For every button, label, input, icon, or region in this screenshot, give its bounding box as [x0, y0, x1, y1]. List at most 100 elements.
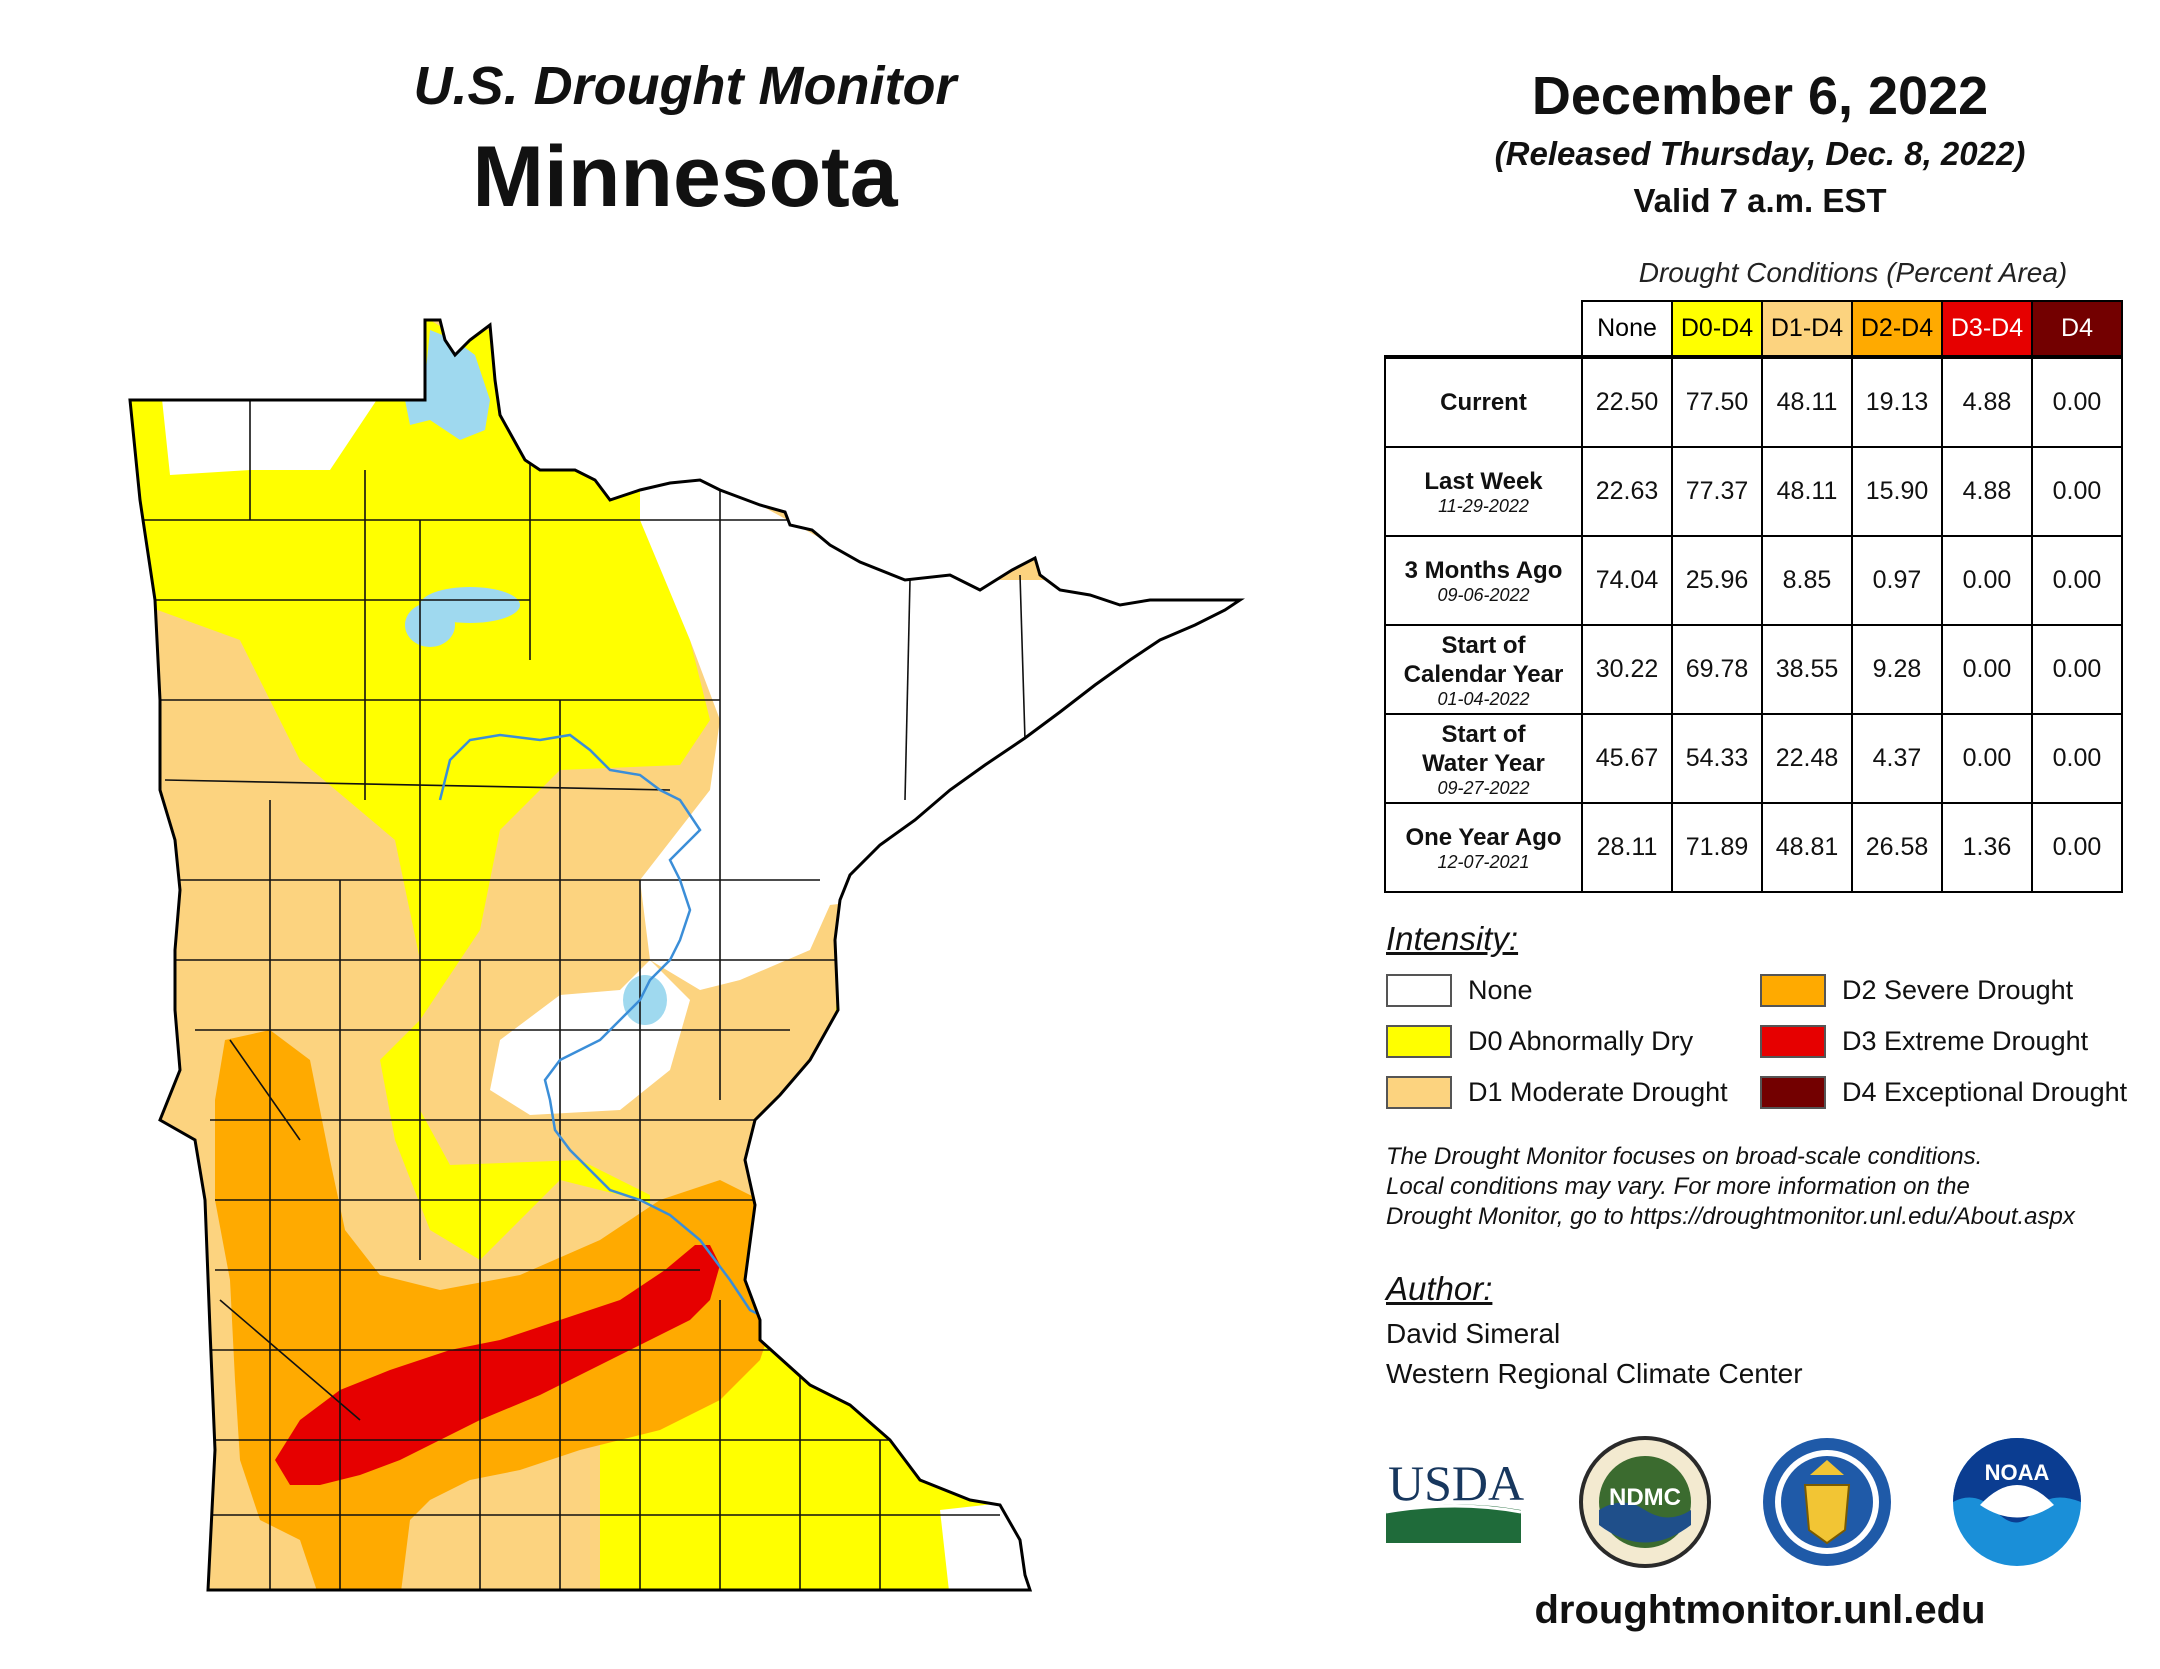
table-cell: 15.90	[1851, 446, 1943, 537]
table-row: 3 Months Ago 09-06-2022 74.04 25.96 8.85 0.97…	[1384, 535, 2123, 626]
row-label-line: Start of	[1441, 720, 1526, 748]
usda-logo-text: USDA	[1388, 1455, 1524, 1511]
table-cell: 48.11	[1761, 355, 1853, 448]
table-cell: 77.50	[1671, 355, 1763, 448]
note-line: Local conditions may vary. For more info…	[1386, 1173, 1970, 1200]
legend-swatch	[1386, 974, 1452, 1007]
table-cell: 0.00	[2031, 355, 2123, 448]
table-cell: 0.00	[1941, 624, 2033, 715]
row-label-line: Calendar Year	[1403, 660, 1564, 688]
legend-label: None	[1468, 975, 1533, 1005]
row-label: One Year Ago 12-07-2021	[1384, 802, 1583, 893]
ndmc-logo: NDMC	[1579, 1436, 1711, 1568]
table-cell: 1.36	[1941, 802, 2033, 893]
map-none-northeast	[640, 470, 1240, 990]
table-cell: 48.81	[1761, 802, 1853, 893]
legend-item-d0: D0 Abnormally Dry	[1386, 1025, 1693, 1058]
noaa-logo-text: NOAA	[1985, 1460, 2050, 1485]
map-mille-lacs	[623, 975, 667, 1025]
table-cell: 26.58	[1851, 802, 1943, 893]
table-row: Start of Calendar Year 01-04-2022 30.22 69.7…	[1384, 624, 2123, 715]
legend-swatch	[1760, 974, 1826, 1007]
legend-item-none: None	[1386, 974, 1533, 1007]
minnesota-drought-map	[128, 318, 1245, 1592]
disclaimer-note: The Drought Monitor focuses on broad-sca…	[1386, 1142, 2146, 1232]
table-row: Current 22.50 77.50 48.11 19.13 4.88 0.00	[1384, 355, 2123, 448]
column-header: D3-D4	[1941, 300, 2033, 358]
table-header-row: None D0-D4 D1-D4 D2-D4 D3-D4 D4	[1385, 300, 2123, 358]
legend-label: D4 Exceptional Drought	[1842, 1077, 2128, 1107]
author-organization: Western Regional Climate Center	[1386, 1358, 1803, 1389]
map-title: U.S. Drought Monitor	[413, 56, 957, 116]
usda-logo: USDA	[1386, 1455, 1524, 1543]
map-d3-region	[275, 1245, 720, 1485]
ndmc-logo-text: NDMC	[1609, 1484, 1681, 1511]
map-county-lines	[130, 400, 1026, 1590]
table-cell: 4.88	[1941, 355, 2033, 448]
legend-heading: Intensity:	[1386, 920, 1519, 957]
table-cell: 30.22	[1581, 624, 1673, 715]
column-header: D2-D4	[1851, 300, 1943, 358]
legend-item-d2: D2 Severe Drought	[1760, 974, 2073, 1007]
table-cell: 28.11	[1581, 802, 1673, 893]
table-cell: 0.00	[2031, 802, 2123, 893]
table-cell: 48.11	[1761, 446, 1853, 537]
table-cell: 38.55	[1761, 624, 1853, 715]
table-cell: 9.28	[1851, 624, 1943, 715]
table-row: Last Week 11-29-2022 22.63 77.37 48.11 15.90 4…	[1384, 446, 2123, 537]
legend-swatch	[1760, 1025, 1826, 1058]
legend-label: D3 Extreme Drought	[1842, 1026, 2089, 1056]
table-cell: 0.97	[1851, 535, 1943, 626]
map-none-southeast	[940, 1500, 1030, 1590]
row-label-line: Current	[1440, 389, 1527, 416]
map-none-northwest	[160, 380, 390, 475]
table-cell: 45.67	[1581, 713, 1673, 804]
table-cell: 25.96	[1671, 535, 1763, 626]
column-header: D4	[2031, 300, 2123, 358]
row-label-line: Start of	[1441, 631, 1526, 659]
row-label: Start of Water Year 09-27-2022	[1384, 713, 1583, 804]
table-cell: 4.88	[1941, 446, 2033, 537]
table-corner	[1385, 301, 1582, 357]
row-label: Current	[1384, 355, 1583, 448]
row-label-line: One Year Ago	[1405, 824, 1562, 851]
map-mississippi-river	[438, 733, 811, 1351]
legend-label: D2 Severe Drought	[1842, 975, 2074, 1005]
table-cell: 71.89	[1671, 802, 1763, 893]
table-row: One Year Ago 12-07-2021 28.11 71.89 48.81 26.…	[1384, 802, 2123, 893]
map-red-lake-east	[405, 603, 455, 647]
legend-swatch	[1386, 1076, 1452, 1109]
table-cell: 69.78	[1671, 624, 1763, 715]
row-label: 3 Months Ago 09-06-2022	[1384, 535, 1583, 626]
table-caption: Drought Conditions (Percent Area)	[1638, 257, 2068, 288]
drought-conditions-table: None D0-D4 D1-D4 D2-D4 D3-D4 D4 Current 2…	[1384, 300, 2123, 893]
table-cell: 0.00	[2031, 624, 2123, 715]
map-date: December 6, 2022	[1531, 66, 1989, 126]
row-date: 09-06-2022	[1437, 585, 1530, 605]
row-label: Start of Calendar Year 01-04-2022	[1384, 624, 1583, 715]
legend-swatch	[1760, 1076, 1826, 1109]
map-lake-of-the-woods	[405, 330, 490, 440]
valid-time: Valid 7 a.m. EST	[1633, 182, 1887, 219]
release-date: (Released Thursday, Dec. 8, 2022)	[1494, 135, 2026, 172]
table-cell: 0.00	[1941, 535, 2033, 626]
column-header: None	[1581, 300, 1673, 358]
legend-item-d3: D3 Extreme Drought	[1760, 1025, 2088, 1058]
row-label: Last Week 11-29-2022	[1384, 446, 1583, 537]
table-cell: 22.50	[1581, 355, 1673, 448]
column-header: D0-D4	[1671, 300, 1763, 358]
note-line: The Drought Monitor focuses on broad-sca…	[1386, 1143, 1983, 1170]
table-cell: 22.48	[1761, 713, 1853, 804]
row-date: 11-29-2022	[1438, 496, 1529, 516]
author-name: David Simeral	[1386, 1318, 1561, 1349]
site-url[interactable]: droughtmonitor.unl.edu	[1534, 1588, 1986, 1632]
row-date: 09-27-2022	[1437, 777, 1530, 798]
table-cell: 8.85	[1761, 535, 1853, 626]
noaa-logo: NOAA	[1953, 1438, 2081, 1566]
table-cell: 19.13	[1851, 355, 1943, 448]
table-cell: 4.37	[1851, 713, 1943, 804]
legend-item-d1: D1 Moderate Drought	[1386, 1076, 1728, 1109]
legend-swatch	[1386, 1025, 1452, 1058]
table-cell: 0.00	[2031, 713, 2123, 804]
map-d0-south	[790, 1505, 930, 1590]
